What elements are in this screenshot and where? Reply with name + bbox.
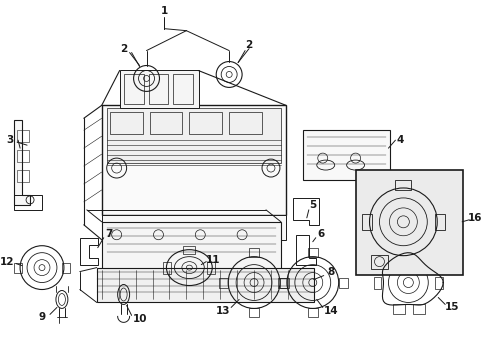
Bar	[355, 170, 462, 275]
Bar	[163, 262, 171, 274]
Text: 3: 3	[6, 135, 14, 145]
Bar	[102, 222, 281, 270]
Bar	[393, 305, 405, 314]
Text: 16: 16	[467, 213, 481, 223]
Bar	[62, 263, 70, 273]
Bar	[17, 130, 29, 142]
Bar	[277, 278, 286, 288]
Polygon shape	[14, 120, 30, 205]
Bar	[120, 71, 199, 108]
Bar	[109, 112, 142, 134]
Text: 9: 9	[39, 312, 45, 323]
Text: 13: 13	[216, 306, 230, 316]
Bar	[14, 263, 22, 273]
Bar	[395, 180, 410, 190]
Text: 14: 14	[323, 306, 337, 316]
Text: 2: 2	[245, 40, 252, 50]
Bar	[102, 215, 285, 240]
Bar	[307, 309, 317, 318]
Text: 10: 10	[132, 314, 146, 324]
Bar	[97, 267, 313, 302]
Text: 11: 11	[205, 255, 220, 265]
Bar	[302, 130, 389, 180]
Text: 8: 8	[326, 267, 334, 276]
Bar	[412, 305, 425, 314]
Bar	[248, 309, 259, 318]
Bar	[183, 246, 195, 254]
Bar	[17, 170, 29, 182]
Bar	[307, 248, 317, 257]
Bar	[149, 112, 182, 134]
Bar	[373, 276, 381, 288]
Text: 12: 12	[0, 257, 14, 267]
Bar	[207, 262, 215, 274]
Bar	[106, 108, 281, 163]
Bar	[148, 75, 168, 104]
Bar	[338, 278, 347, 288]
Bar	[279, 278, 288, 288]
Bar	[229, 112, 262, 134]
Text: 1: 1	[161, 6, 168, 16]
Bar	[173, 75, 193, 104]
Text: 2: 2	[120, 44, 127, 54]
Bar	[370, 255, 387, 269]
Bar	[434, 276, 442, 288]
Bar	[361, 214, 371, 230]
Text: 15: 15	[444, 302, 458, 312]
Bar	[102, 105, 285, 215]
Bar	[189, 112, 222, 134]
Text: 6: 6	[317, 229, 324, 239]
Bar	[123, 75, 143, 104]
Bar	[434, 214, 444, 230]
Bar	[219, 278, 228, 288]
Bar	[248, 248, 259, 257]
Text: 7: 7	[105, 229, 112, 239]
Text: 4: 4	[396, 135, 403, 145]
Text: 5: 5	[308, 200, 316, 210]
Bar	[17, 150, 29, 162]
